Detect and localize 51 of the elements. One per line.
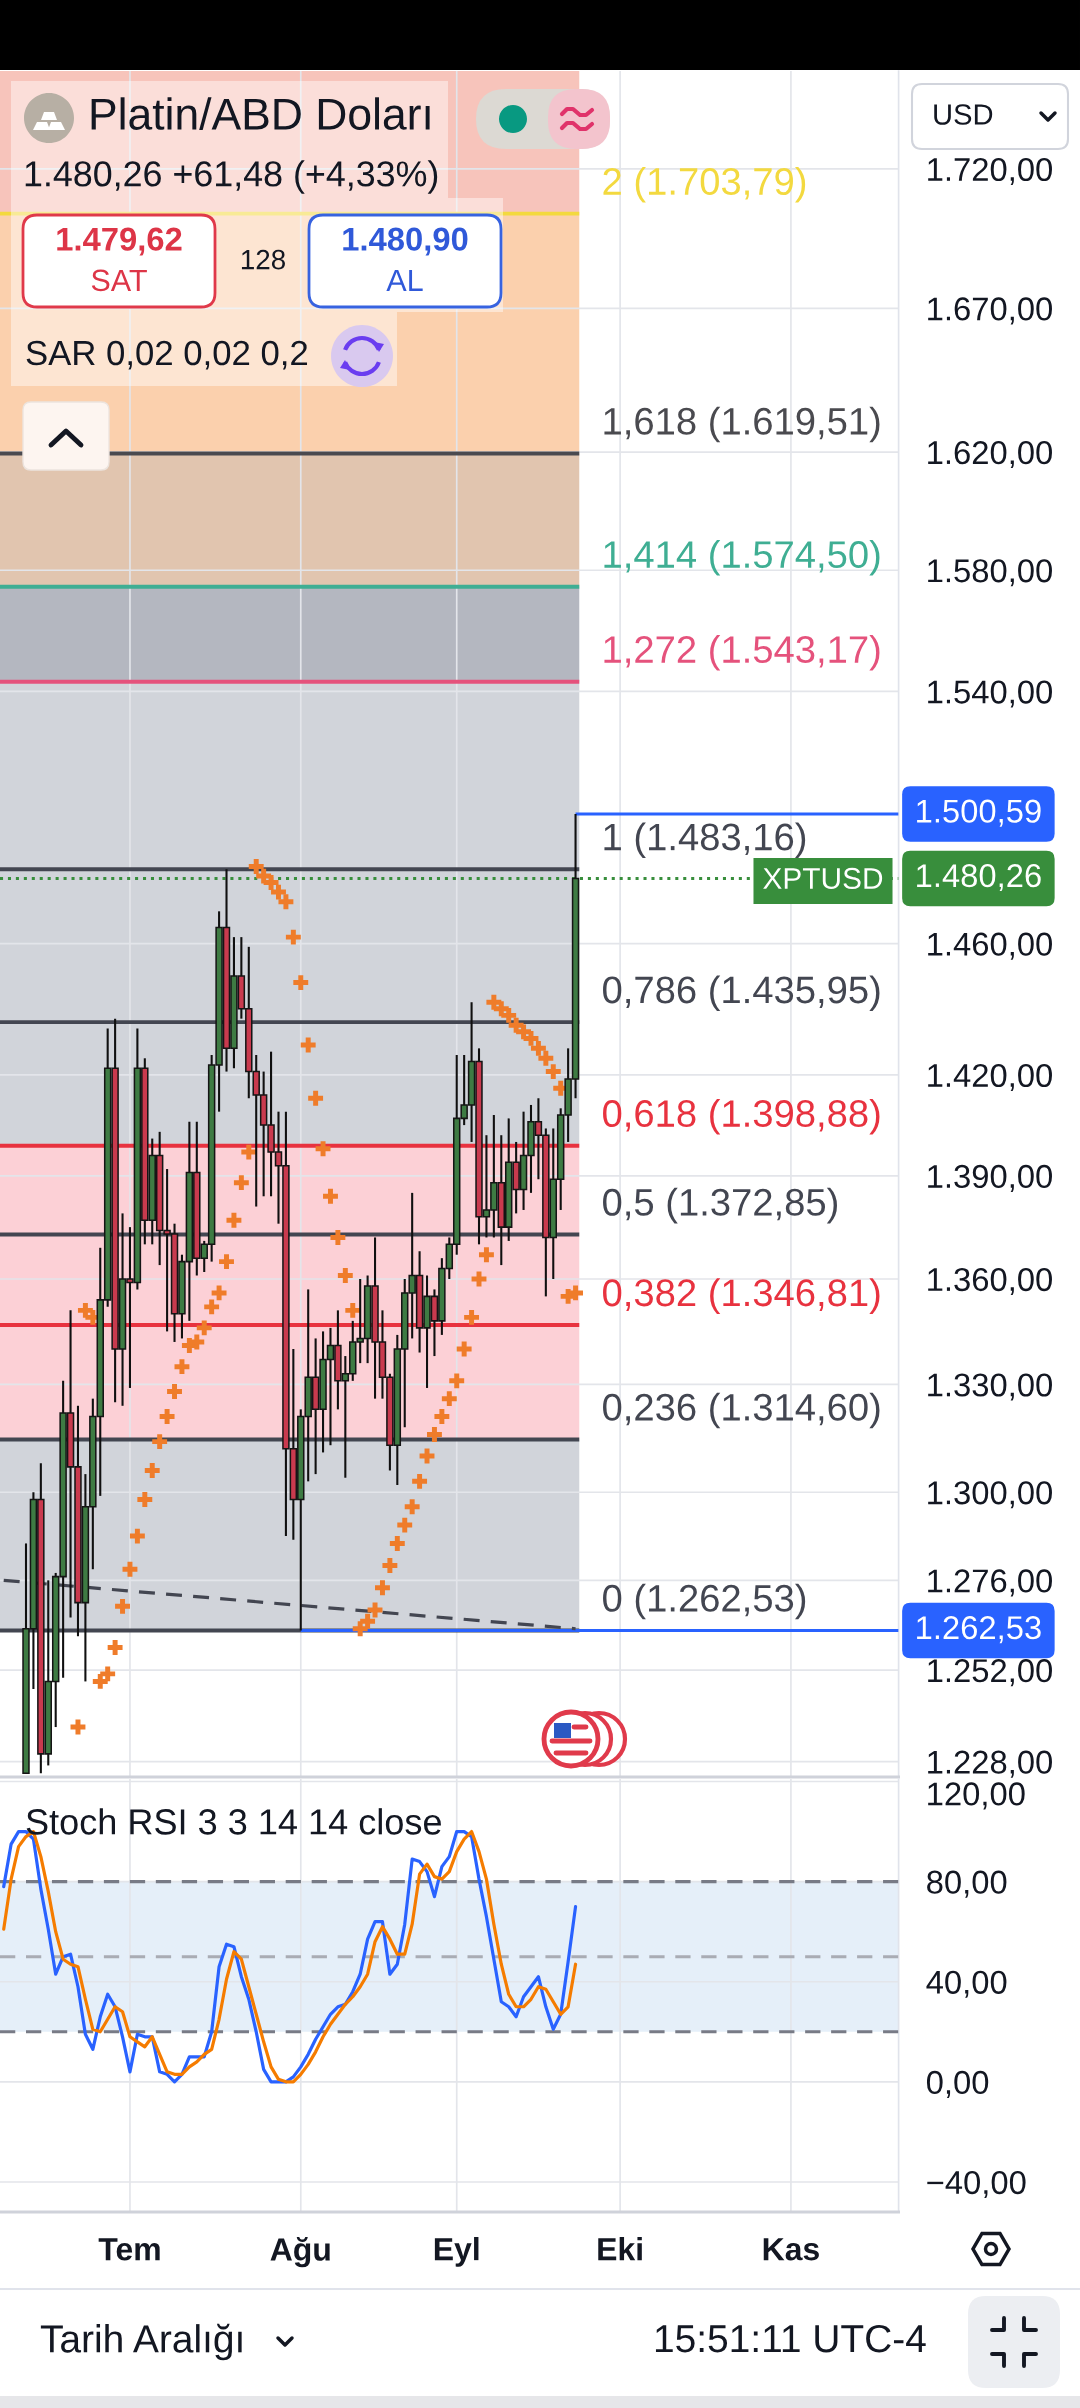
y-tick-label: 1.540,00 [928,680,1052,708]
ref-line-label: 1.500,59 [917,799,1041,827]
y-tick-label: 0,00 [926,2070,989,2098]
y-tick-label: 80,00 [927,1870,1007,1898]
y-tick-label: 1.390,00 [928,1164,1052,1192]
ref-line-label: 1 (1.483,16) [604,822,806,859]
y-tick-label: 120,00 [928,1782,1025,1810]
y-tick-label: −40,00 [927,2170,1026,2199]
ref-line-label: 0,786 (1.435,95) [603,975,880,1011]
ref-line-label: 0,236 (1.314,60) [603,1392,880,1429]
ref-line-label: 1.262,53 [917,1616,1041,1644]
text: Tarih Aralığı [40,2323,242,2361]
ref-line-label: 0,5 (1.372,85) [603,1187,837,1224]
y-tick-label: 1.252,00 [928,1659,1052,1687]
ref-line-label: 1,414 (1.574,50) [604,539,880,576]
y-tick-label: 1.276,00 [928,1569,1052,1597]
y-tick-label: 1.670,00 [928,297,1052,325]
y-tick-label: 1.720,00 [928,157,1052,185]
y-tick-label: 1.330,00 [928,1373,1052,1401]
chart-title: Platin/ABD Doları [91,97,430,130]
y-tick-label: 1.300,00 [928,1481,1052,1509]
annotation: 128 [241,249,285,270]
ref-line-label: 0,618 (1.398,88) [603,1099,880,1135]
ref-line-label: 1,272 (1.543,17) [604,635,880,671]
annotation: 1.479,62 [57,227,182,256]
y-tick-label: 1.420,00 [928,1063,1052,1091]
text: 1.480,26 +61,48 (+4,33%) [25,160,438,194]
y-tick-label: 40,00 [926,1970,1007,1998]
annotation: SAR 0,02 0,02 0,2 [26,340,308,370]
x-tick-label: Kas [763,2238,819,2261]
y-tick-label: 1.620,00 [928,441,1052,469]
x-tick-label: Eki [598,2237,642,2261]
text: Stoch RSI 3 3 14 14 close [26,1808,441,1835]
annotation: XPTUSD [763,867,883,890]
y-tick-label: 1.580,00 [928,559,1052,587]
text: 15:51:11 UTC-4 [655,2324,926,2353]
y-tick-label: 1.460,00 [928,932,1052,960]
x-tick-label: Tem [98,2238,160,2261]
ref-line-label: 2 (1.703,79) [603,166,806,203]
y-tick-label: 1.228,00 [928,1750,1052,1778]
y-tick-label: 1.360,00 [928,1267,1052,1296]
ref-line-label: 1,618 (1.619,51) [604,406,880,443]
text: USD [934,104,993,125]
annotation: 1.480,90 [343,227,468,256]
x-tick-label: Ağu [270,2237,330,2268]
x-tick-label: Eyl [434,2237,479,2267]
annotation: AL [386,269,423,291]
ref-line-label: 0,382 (1.346,81) [603,1278,880,1314]
ref-line-label: 0 (1.262,53) [603,1583,806,1620]
annotation: SAT [91,269,147,292]
ref-line-label: 1.480,26 [917,864,1041,892]
